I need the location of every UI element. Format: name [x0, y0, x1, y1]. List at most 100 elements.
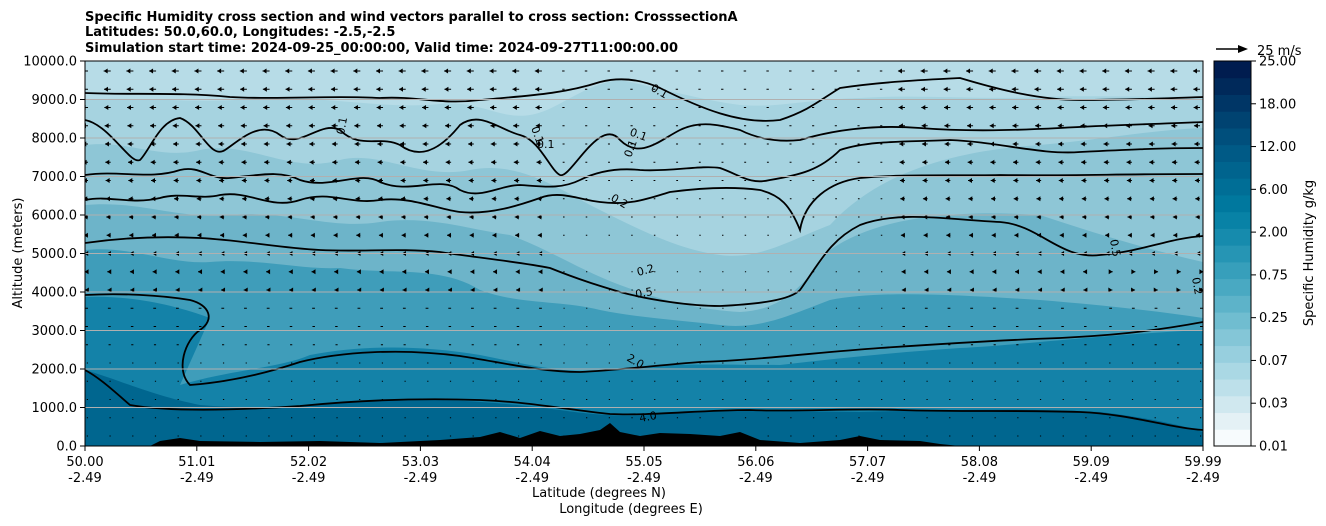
- wind-vector-head: [309, 159, 314, 165]
- wind-vector-head: [899, 141, 904, 147]
- wind-vector-head: [901, 269, 906, 275]
- wind-vector-head: [534, 68, 539, 74]
- wind-vector-head: [899, 178, 904, 183]
- wind-vector-head: [288, 232, 293, 238]
- wind-vector-head: [107, 287, 112, 293]
- wind-vector-head: [1081, 178, 1086, 183]
- wind-vector-head: [968, 232, 973, 238]
- wind-vector-head: [107, 269, 112, 275]
- colorbar: [1214, 61, 1251, 447]
- wind-vector-head: [514, 214, 519, 220]
- wind-vector-head: [266, 269, 271, 275]
- wind-vector-head: [992, 269, 997, 275]
- wind-vector-head: [1149, 159, 1154, 165]
- wind-vector-head: [989, 105, 994, 110]
- wind-vector-head: [943, 68, 948, 74]
- wind-vector-head: [1125, 86, 1130, 92]
- wind-vector-head: [357, 287, 362, 293]
- wind-vector-head: [969, 287, 974, 293]
- wind-vector-head: [1125, 123, 1130, 129]
- wind-vector-head: [1037, 269, 1042, 275]
- wind-vector-head: [287, 196, 292, 202]
- wind-vector-head: [334, 269, 339, 275]
- wind-vector-head: [1102, 86, 1107, 92]
- wind-vector-head: [402, 269, 407, 275]
- wind-vector-head: [514, 196, 519, 202]
- wind-vector-head: [469, 214, 474, 220]
- wind-vector-head: [1082, 214, 1087, 220]
- wind-vector-head: [1194, 141, 1199, 147]
- wind-vector-head: [1150, 214, 1155, 220]
- colorbar-segment: [1214, 362, 1251, 380]
- wind-vector-head: [946, 232, 951, 238]
- colorbar-segment: [1214, 429, 1251, 447]
- wind-vector-head: [1035, 123, 1040, 129]
- wind-vector-head: [537, 214, 542, 220]
- x-tick-label-longitude: -2.49: [515, 471, 549, 486]
- wind-reference-arrow-head-icon: [1238, 45, 1248, 53]
- colorbar-segment: [1214, 379, 1251, 397]
- wind-vector-head: [1036, 196, 1041, 202]
- wind-vector-head: [400, 159, 405, 165]
- wind-vector-head: [447, 269, 452, 275]
- wind-vector-head: [1080, 123, 1085, 129]
- wind-vector-head: [445, 123, 450, 129]
- x-axis-label-longitude: Longitude (degrees E): [559, 502, 703, 517]
- wind-vector-head: [1124, 68, 1129, 74]
- wind-vector-head: [174, 232, 179, 238]
- wind-vector-head: [242, 232, 247, 238]
- wind-vector-head: [945, 178, 950, 183]
- wind-vector-head: [922, 178, 927, 183]
- wind-vector-head: [445, 141, 450, 147]
- wind-vector-head: [989, 123, 994, 129]
- wind-vector-head: [538, 287, 543, 293]
- wind-vector-head: [1057, 123, 1062, 129]
- wind-vector-head: [287, 178, 292, 183]
- wind-vector-head: [217, 105, 222, 110]
- wind-vector-head: [1014, 214, 1019, 220]
- wind-vector-head: [423, 178, 428, 183]
- wind-vector-head: [922, 196, 927, 202]
- wind-vector-head: [128, 196, 133, 202]
- wind-vector-head: [424, 269, 429, 275]
- humidity-band-bottom: [85, 370, 1203, 446]
- contour-lines: [85, 77, 1203, 431]
- y-tick-label: 4000.0: [32, 286, 78, 301]
- wind-vector-head: [1014, 232, 1019, 238]
- wind-vector-head: [967, 178, 972, 183]
- wind-vector-head: [174, 196, 179, 202]
- wind-vector-head: [85, 196, 88, 202]
- wind-vector-head: [400, 196, 405, 202]
- contour-label: 0.1: [537, 138, 555, 151]
- wind-reference-key: 25 m/s: [1216, 44, 1302, 59]
- wind-vector-head: [967, 141, 972, 147]
- wind-vector-head: [898, 123, 903, 129]
- wind-vector-head: [1079, 86, 1084, 92]
- wind-vector-head: [1108, 269, 1113, 275]
- contour-label: 0.5: [1107, 238, 1123, 257]
- wind-vector-head: [353, 68, 358, 74]
- wind-vector-head: [152, 287, 157, 293]
- wind-vector-head: [1125, 105, 1130, 110]
- wind-vector-head: [943, 105, 948, 110]
- wind-vector-head: [172, 86, 177, 92]
- wind-vector-head: [1102, 68, 1107, 74]
- contour-label: 0.2: [1189, 276, 1205, 295]
- wind-vector-head: [354, 141, 359, 147]
- wind-vector-head: [1034, 105, 1039, 110]
- wind-vector-head: [400, 178, 405, 183]
- wind-vector-head: [128, 214, 133, 220]
- x-tick-label-longitude: -2.49: [1074, 471, 1108, 486]
- contour-label: 0.2: [635, 262, 655, 279]
- wind-vector-head: [377, 159, 382, 165]
- wind-vector-head: [1013, 178, 1018, 183]
- colorbar-segment: [1214, 77, 1251, 95]
- wind-vector-head: [490, 105, 495, 110]
- wind-vector-head: [378, 214, 383, 220]
- wind-vector-head: [332, 196, 337, 202]
- wind-vector-head: [330, 68, 335, 74]
- wind-vector-head: [1108, 287, 1113, 293]
- wind-vector-head: [217, 86, 222, 92]
- wind-vector-head: [286, 141, 291, 147]
